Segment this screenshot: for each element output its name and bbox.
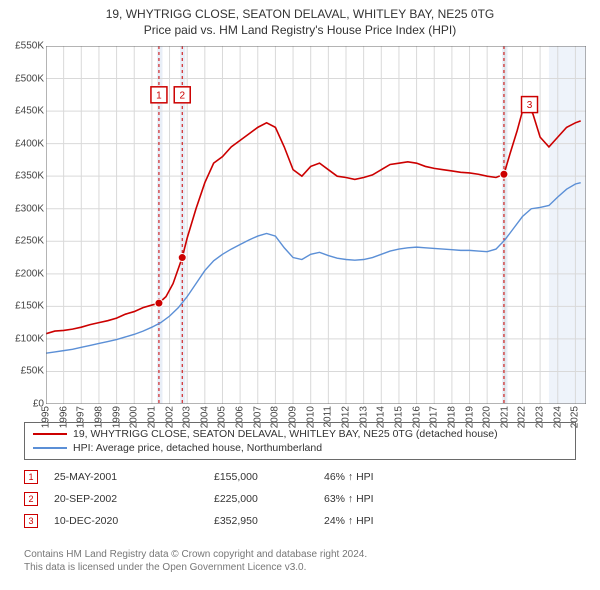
y-axis-tick-label: £250K [4,236,44,247]
y-axis-tick-label: £100K [4,333,44,344]
title-line-1: 19, WHYTRIGG CLOSE, SEATON DELAVAL, WHIT… [0,6,600,22]
line-chart: 1 2 3 [46,46,586,404]
y-axis-tick-label: £0 [4,399,44,410]
legend-label: HPI: Average price, detached house, Nort… [73,442,322,454]
table-row: 1 25-MAY-2001 £155,000 46% ↑ HPI [24,466,576,488]
point-price: £352,950 [214,515,324,527]
legend-swatch [33,433,67,435]
legend-label: 19, WHYTRIGG CLOSE, SEATON DELAVAL, WHIT… [73,428,498,440]
footer-line: This data is licensed under the Open Gov… [24,561,576,574]
point-marker-icon: 2 [24,492,38,506]
y-axis-tick-label: £200K [4,268,44,279]
point-date: 10-DEC-2020 [54,515,214,527]
y-axis-tick-label: £550K [4,41,44,52]
point-price: £225,000 [214,493,324,505]
table-row: 2 20-SEP-2002 £225,000 63% ↑ HPI [24,488,576,510]
footer-line: Contains HM Land Registry data © Crown c… [24,548,576,561]
y-axis-tick-label: £150K [4,301,44,312]
point-note: 24% ↑ HPI [324,515,576,527]
point-date: 25-MAY-2001 [54,471,214,483]
title-line-2: Price paid vs. HM Land Registry's House … [0,22,600,38]
sale-points-table: 1 25-MAY-2001 £155,000 46% ↑ HPI 2 20-SE… [24,466,576,532]
legend: 19, WHYTRIGG CLOSE, SEATON DELAVAL, WHIT… [24,422,576,460]
y-axis-tick-label: £350K [4,171,44,182]
chart-title-block: 19, WHYTRIGG CLOSE, SEATON DELAVAL, WHIT… [0,0,600,40]
point-note: 46% ↑ HPI [324,471,576,483]
svg-text:1: 1 [156,90,162,101]
legend-item: 19, WHYTRIGG CLOSE, SEATON DELAVAL, WHIT… [33,427,567,441]
y-axis-tick-label: £300K [4,203,44,214]
point-marker-icon: 1 [24,470,38,484]
y-axis-tick-label: £400K [4,138,44,149]
legend-item: HPI: Average price, detached house, Nort… [33,441,567,455]
point-date: 20-SEP-2002 [54,493,214,505]
footer-attribution: Contains HM Land Registry data © Crown c… [24,548,576,574]
point-marker-icon: 3 [24,514,38,528]
svg-text:3: 3 [527,100,533,111]
svg-text:2: 2 [179,90,185,101]
y-axis-tick-label: £450K [4,106,44,117]
point-note: 63% ↑ HPI [324,493,576,505]
legend-swatch [33,447,67,449]
table-row: 3 10-DEC-2020 £352,950 24% ↑ HPI [24,510,576,532]
point-price: £155,000 [214,471,324,483]
y-axis-tick-label: £50K [4,366,44,377]
y-axis-tick-label: £500K [4,73,44,84]
